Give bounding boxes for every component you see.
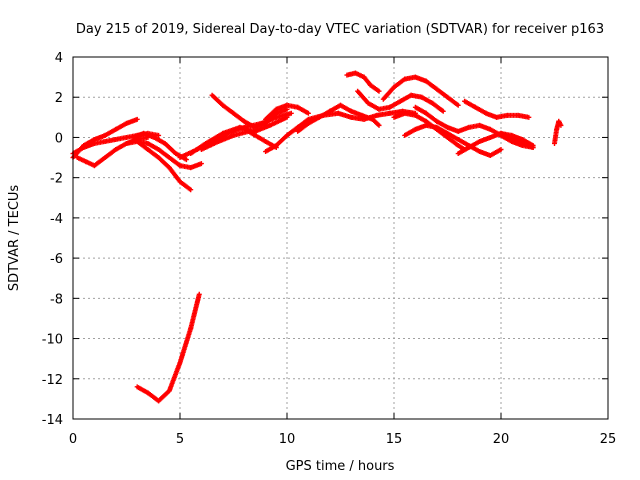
data-point	[455, 102, 461, 108]
data-point	[288, 110, 294, 116]
y-tick-label: -12	[42, 373, 63, 388]
y-tick-label: -2	[50, 172, 63, 187]
series-arc-17	[355, 88, 446, 114]
series-arc-12	[263, 102, 311, 122]
data-point	[558, 122, 564, 128]
plot-frame	[72, 56, 609, 420]
data-point	[440, 108, 446, 114]
series-arc-16	[344, 70, 382, 94]
data-point	[305, 110, 311, 116]
y-tick-label: -6	[50, 252, 63, 267]
x-tick-label: 20	[493, 432, 510, 447]
data-point	[188, 187, 194, 193]
data-series	[70, 70, 564, 404]
data-point	[376, 122, 382, 128]
y-tick-label: -4	[50, 212, 63, 227]
series-arc-25	[552, 118, 564, 146]
data-point	[530, 145, 536, 150]
series-arc-20	[402, 122, 504, 159]
y-tick-label: -10	[42, 333, 63, 348]
y-axis-label: SDTVAR / TECUs	[7, 185, 22, 292]
y-tick-label: -8	[50, 292, 63, 307]
series-arc-10	[209, 92, 290, 130]
series-arc-6	[130, 130, 189, 163]
data-point	[196, 291, 202, 297]
y-tick-label: 0	[55, 131, 63, 146]
series-arc-5	[124, 138, 204, 171]
x-tick-label: 15	[386, 432, 403, 447]
y-tick-label: 2	[55, 91, 63, 106]
data-point	[498, 147, 504, 153]
data-point	[284, 114, 290, 120]
series-arc-24	[498, 130, 536, 150]
y-tick-label: 4	[55, 51, 63, 66]
series-arc-9	[188, 114, 290, 157]
series-arc-23	[462, 98, 532, 120]
data-point	[156, 132, 162, 138]
data-point	[183, 157, 189, 163]
series-arc-7	[134, 291, 202, 404]
series-arc-21	[412, 104, 536, 150]
x-axis-label: GPS time / hours	[286, 459, 395, 474]
chart-title: Day 215 of 2019, Sidereal Day-to-day VTE…	[76, 22, 604, 37]
series-arc-11	[198, 128, 279, 153]
axis-ticks: 0 5 10 15 20 25 -14 -12 -10 -8 -6 -4 -2 0 2 4	[42, 51, 617, 447]
x-tick-label: 25	[600, 432, 617, 447]
data-point	[134, 116, 140, 122]
data-point	[198, 161, 204, 167]
data-point	[526, 114, 532, 120]
y-tick-label: -14	[42, 413, 63, 428]
data-point	[376, 88, 382, 94]
x-tick-label: 10	[279, 432, 296, 447]
x-tick-label: 5	[176, 432, 184, 447]
series-arc-18	[380, 74, 461, 108]
x-tick-label: 0	[69, 432, 77, 447]
